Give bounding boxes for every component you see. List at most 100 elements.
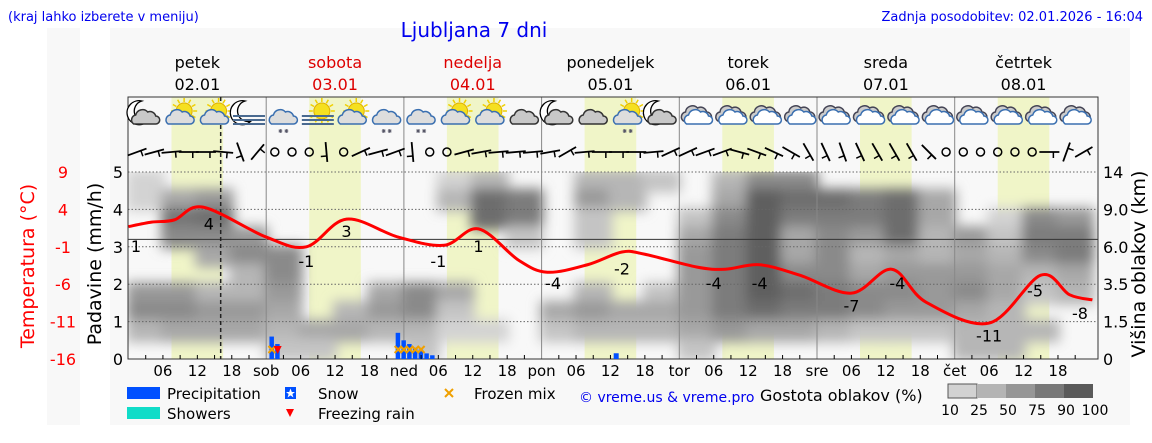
overcast-icon [852,105,886,125]
wind-shaft [454,148,475,156]
wind-calm-icon [338,147,349,157]
sun-ray [635,99,639,104]
cloud-density-cell [987,207,1026,231]
cloud-density-cell [1021,207,1060,231]
cloud-density-cell [918,300,957,324]
cloud-density-cell [436,319,475,343]
overcast-icon [887,105,920,125]
sun-ray [225,103,231,108]
cloud-front [890,108,920,125]
cloud-density-cell [952,244,992,268]
overcast-icon [818,105,851,125]
precipitation-bar [418,349,424,359]
sun-ray [187,99,192,104]
cloud-scale-label: 100 [1082,403,1109,419]
temperature-label: -8 [1072,304,1088,323]
cloud-scale-swatch [1006,384,1035,398]
precip-tick: 1 [113,313,123,332]
overcast-icon [1024,105,1058,125]
temperature-label: -11 [976,327,1002,346]
cloud-scale-label: 25 [970,403,988,419]
precipitation-bar [424,353,429,359]
cloud-density-cell [849,300,888,324]
cloud-density-cell [918,244,957,268]
x-tick-day: sob [253,362,280,380]
precip-tick: 4 [113,200,123,219]
cloud-density-cell [195,226,234,249]
wind-shaft [888,142,901,162]
cloud-density-cell [367,300,406,324]
axes: 06 12 18 sob 06 12 18 ned 06 12 18 pon 06 12 18 tor 06 12… [50,163,1129,380]
wind-barb-icon [1039,151,1060,158]
wind-shaft [695,147,715,157]
cloud-density-cell [746,244,785,268]
cloud-scale-swatch [947,383,978,399]
credit-link[interactable]: © vreme.us & vreme.pro [579,390,754,406]
sun-ray [466,114,472,119]
cloud-density-cell [436,282,475,305]
cloud-front [1062,108,1092,125]
x-tick-hour: 18 [911,362,930,380]
temp-tick: -1 [55,238,71,257]
x-tick-day: ned [390,362,418,380]
x-tick-hour: 18 [773,362,792,380]
wind-shaft [236,142,245,162]
cloud-density-cell [574,188,613,212]
cloud-density-cell [574,226,613,249]
cloud-density-cell [128,319,165,343]
wind-barb-icon [574,150,595,158]
cloud-shape [475,108,505,125]
cloud-density-cell [815,263,854,287]
wind-shaft [488,150,509,154]
wind-barb-tick [467,150,471,157]
cloud-density-cell [849,319,888,343]
wind-shaft [871,142,884,162]
sun-cloud-icon [440,98,473,125]
wind-shaft [838,142,848,162]
cloud-density-cell [711,319,751,343]
sun-ray [486,99,491,104]
temp-tick: -16 [50,350,76,369]
sun-ray [363,103,368,108]
cloud-density-cell [883,226,923,249]
wind-shaft [368,148,388,156]
cloud-density-cell [780,319,819,343]
wind-shaft [385,147,405,157]
temp-axis-panel [47,28,80,425]
x-tick-hour: 06 [429,362,448,380]
x-tick-hour: 12 [1014,362,1033,380]
day-date: 08.01 [1001,75,1047,94]
cloud-density-cell [815,207,854,231]
wind-shaft [820,142,831,162]
cloud-density-cell [987,319,1026,343]
wind-barb-tick [673,149,678,157]
x-tick-hour: 12 [739,362,758,380]
wind-barb-icon [678,146,698,158]
cloud-density-cell [195,207,234,231]
x-tick-hour: 06 [153,362,172,380]
temp-tick: 9 [58,163,68,182]
wind-calm-icon [1027,147,1037,157]
cloud-density-cell [883,207,923,231]
location-hint[interactable]: (kraj lahko izberete v meniju) [8,10,199,25]
temperature-label: -4 [752,274,768,293]
wind-barb-icon [488,150,509,158]
cloud-density-cell [195,282,234,305]
cloud-density-cell [746,282,785,305]
wind-barb-tick [398,150,402,157]
cloud-density-cell [677,338,716,359]
temp-tick: -11 [50,313,76,332]
wind-barb-icon [540,149,561,158]
cloud-density-cell [849,226,888,249]
x-tick-hour: 18 [222,362,241,380]
cloud-shape [371,108,402,125]
wind-barb-tick [570,149,575,156]
cloud-density-cell [470,188,510,212]
wind-calm-icon [941,147,951,157]
cloud-shape [337,108,367,125]
cloud-density-cell [746,300,785,324]
legend-freezing-rain-label: Freezing rain [318,405,415,423]
wind-barb-icon [161,150,182,158]
temperature-label: -4 [545,274,561,293]
